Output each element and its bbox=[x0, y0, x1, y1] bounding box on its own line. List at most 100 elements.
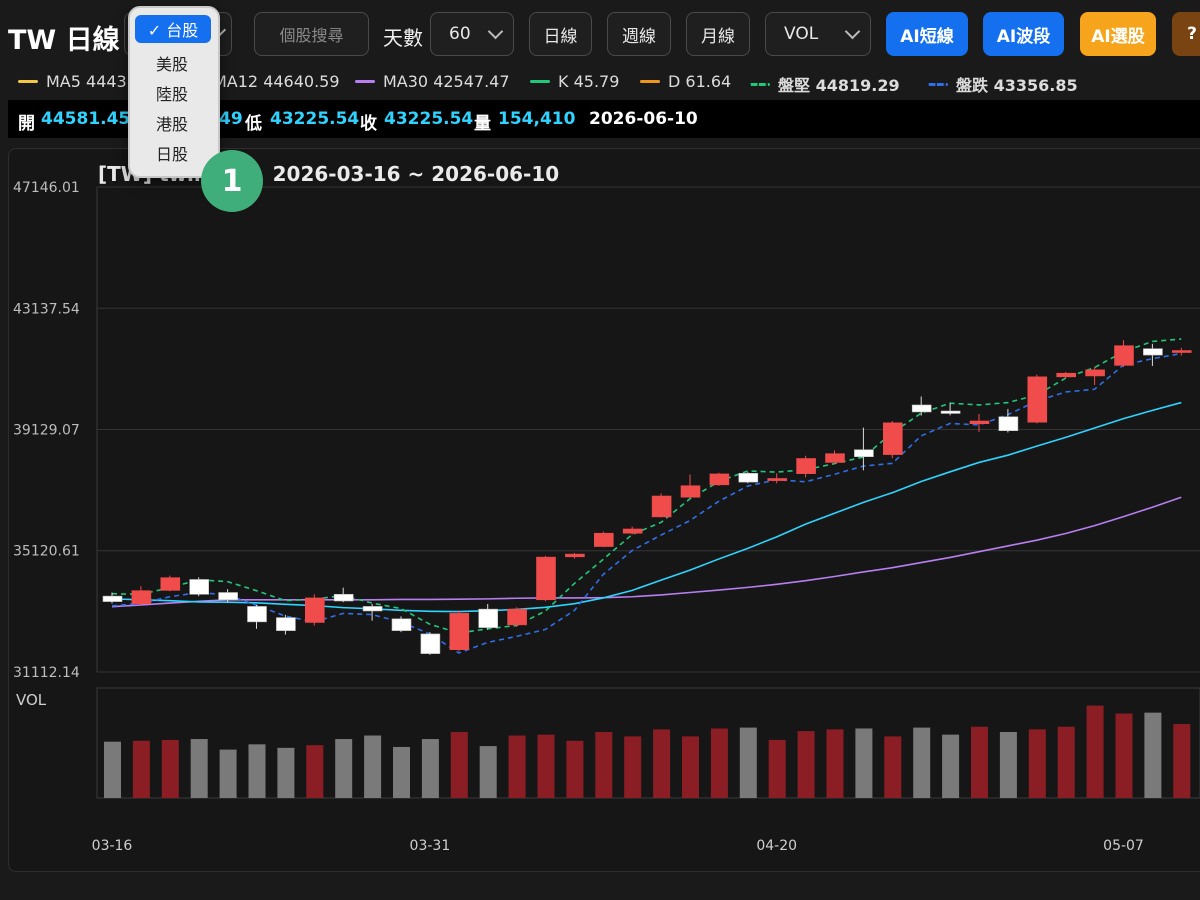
page-title: TW 日線 bbox=[8, 25, 120, 56]
candle-body bbox=[276, 617, 296, 631]
market-dropdown-menu[interactable]: ✓ 台股 美股 陸股 港股 日股 bbox=[128, 6, 220, 178]
days-label: 天數 bbox=[383, 26, 423, 50]
candle-body bbox=[304, 597, 325, 623]
volume-bar bbox=[1057, 726, 1075, 798]
market-option-jp[interactable]: 日股 bbox=[155, 145, 188, 164]
ma30-line bbox=[111, 496, 1182, 608]
volume-bar bbox=[1086, 705, 1104, 798]
legend-label: D 61.64 bbox=[668, 72, 732, 91]
low-value: 43225.54 bbox=[270, 109, 360, 129]
y-tick-label: 39129.07 bbox=[13, 423, 80, 439]
volume-bar bbox=[421, 739, 439, 798]
candle-body bbox=[593, 532, 614, 547]
volume-bar bbox=[190, 739, 208, 798]
legend-item: D 61.64 bbox=[640, 72, 731, 91]
candle-body bbox=[1114, 345, 1134, 366]
stock-search-input[interactable]: 個股搜尋 bbox=[254, 12, 369, 56]
x-tick-label: 04-20 bbox=[756, 838, 797, 854]
days-select[interactable]: 60 bbox=[430, 12, 514, 56]
volume-bar bbox=[479, 746, 497, 798]
volume-bar bbox=[797, 731, 815, 798]
daily-button[interactable]: 日線 bbox=[529, 12, 592, 56]
candle-body bbox=[333, 594, 354, 602]
volume-bar bbox=[1144, 712, 1162, 798]
candle-body bbox=[882, 422, 903, 455]
volume-bar bbox=[653, 729, 671, 798]
candle-body bbox=[362, 606, 383, 612]
candle-body bbox=[680, 485, 701, 498]
legend-label: 盤堅 44819.29 bbox=[778, 76, 900, 95]
legend-label: MA5 44433 bbox=[46, 72, 137, 91]
volume-bar bbox=[393, 746, 410, 798]
date-value: 2026-06-10 bbox=[589, 109, 698, 129]
weekly-button[interactable]: 週線 bbox=[607, 12, 671, 56]
volume-bar bbox=[364, 735, 382, 798]
volume-bar bbox=[913, 727, 931, 798]
volume-bar bbox=[826, 729, 844, 798]
y-tick-label: 47146.01 bbox=[13, 180, 80, 196]
market-option-hk[interactable]: 港股 bbox=[155, 115, 188, 134]
volume-bar bbox=[1028, 729, 1046, 798]
candle-body bbox=[738, 473, 759, 483]
candle-body bbox=[420, 633, 441, 654]
ai-short-button[interactable]: AI短線 bbox=[886, 12, 968, 56]
step-badge: 1 bbox=[201, 150, 263, 212]
market-option-cn[interactable]: 陸股 bbox=[155, 85, 188, 104]
volume-bar bbox=[971, 726, 988, 798]
volume-bar bbox=[682, 736, 699, 798]
volume-label: 量 bbox=[474, 114, 491, 134]
monthly-button[interactable]: 月線 bbox=[686, 12, 750, 56]
candle-body bbox=[565, 553, 585, 558]
legend-swatch bbox=[928, 82, 948, 86]
candle-body bbox=[1143, 348, 1163, 356]
candle-body bbox=[940, 410, 961, 414]
fall-line bbox=[111, 352, 1182, 654]
y-tick-label: 35120.61 bbox=[13, 544, 80, 560]
days-value: 60 bbox=[449, 24, 471, 44]
y-tick-label: 31112.14 bbox=[13, 665, 80, 681]
candle-body bbox=[247, 606, 267, 623]
indicator-select[interactable]: VOL bbox=[765, 12, 871, 56]
volume-bar bbox=[942, 734, 960, 798]
x-tick-label: 05-07 bbox=[1103, 838, 1144, 854]
candle-body bbox=[1172, 350, 1192, 353]
ai-swing-button[interactable]: AI波段 bbox=[983, 12, 1064, 56]
volume-bar bbox=[1115, 713, 1133, 798]
candle-body bbox=[825, 453, 845, 463]
candle-body bbox=[651, 495, 672, 518]
volume-bar bbox=[855, 728, 873, 798]
ai-pick-button[interactable]: AI選股 bbox=[1080, 12, 1156, 56]
legend-swatch bbox=[18, 80, 38, 83]
volume-bar bbox=[132, 740, 150, 798]
market-option-us[interactable]: 美股 bbox=[155, 55, 188, 74]
legend-item: MA5 44433 bbox=[18, 72, 137, 91]
volume-bar bbox=[450, 732, 468, 798]
volume-bar bbox=[335, 739, 353, 798]
candle-body bbox=[102, 595, 123, 602]
legend-label: MA12 44640.59 bbox=[213, 72, 340, 91]
candle-body bbox=[969, 420, 990, 425]
legend-label: K 45.79 bbox=[558, 72, 620, 91]
volume-panel-label: VOL bbox=[16, 691, 47, 709]
candle-body bbox=[218, 592, 238, 601]
candle-body bbox=[478, 608, 499, 628]
candle-body bbox=[391, 618, 412, 631]
volume-bar bbox=[595, 732, 613, 798]
help-button[interactable]: ? bbox=[1172, 12, 1200, 56]
chart-range: 2026-03-16 ~ 2026-06-10 bbox=[272, 162, 560, 186]
volume-bar bbox=[219, 749, 237, 798]
candle-body bbox=[796, 458, 816, 474]
candle-body bbox=[1027, 376, 1048, 423]
volume-bar bbox=[277, 747, 295, 798]
x-tick-label: 03-31 bbox=[410, 838, 451, 854]
legend-item: MA30 42547.47 bbox=[355, 72, 510, 91]
candle-body bbox=[189, 579, 209, 595]
legend-swatch bbox=[750, 82, 770, 86]
market-option-tw[interactable]: ✓ 台股 bbox=[135, 15, 211, 43]
volume-bar bbox=[306, 745, 324, 798]
rise-line bbox=[111, 338, 1182, 634]
legend-label: MA30 42547.47 bbox=[383, 72, 510, 91]
volume-frame bbox=[96, 687, 1200, 799]
y-tick-label: 43137.54 bbox=[13, 301, 80, 317]
